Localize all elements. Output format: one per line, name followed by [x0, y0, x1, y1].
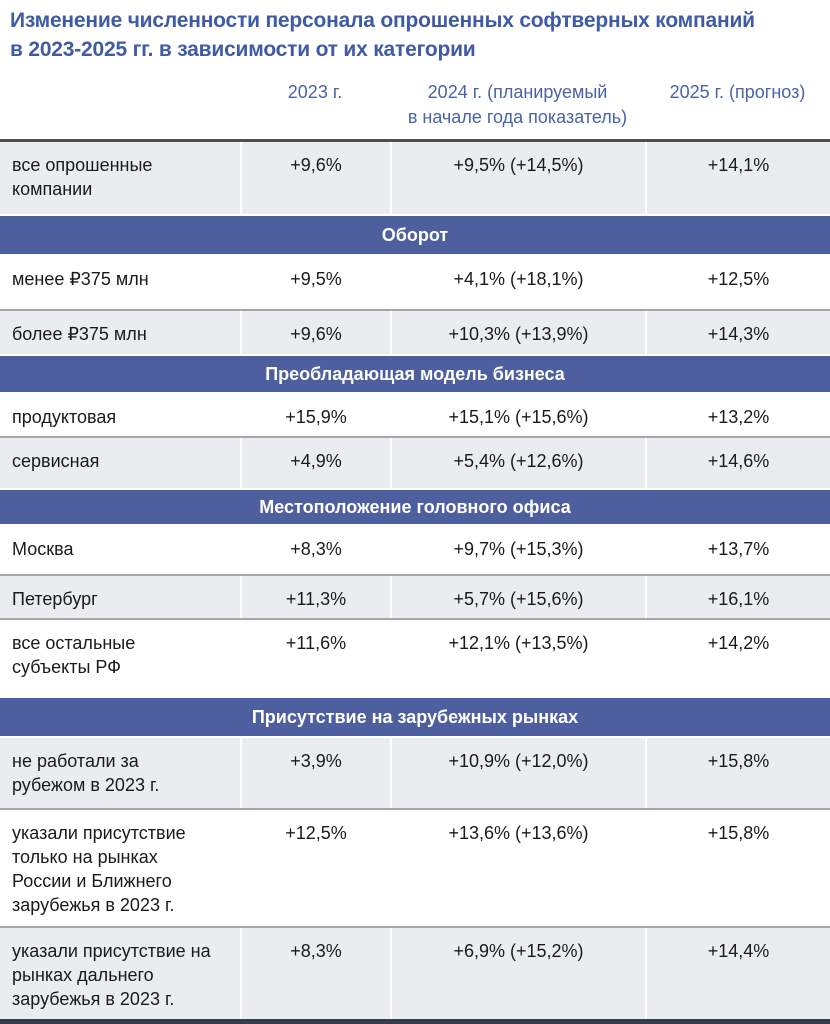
row-category: не работали за рубежом в 2023 г. [12, 751, 160, 795]
column-header-2023: 2023 г. [287, 82, 343, 102]
table-bottom-border [0, 1019, 830, 1024]
section-label: Преобладающая модель бизнеса [265, 363, 565, 384]
column-header-category [0, 70, 240, 139]
table-row: сервисная +4,9% +5,4% (+12,6%) +14,6% [0, 436, 830, 488]
value-2024: +13,6% (+13,6%) [390, 810, 645, 926]
value-2023: +9,5% [240, 256, 390, 309]
value-2024: +10,9% (+12,0%) [390, 738, 645, 808]
title-line-2: в 2023-2025 гг. в зависимости от их кате… [10, 38, 476, 61]
value-2025: +15,8% [645, 810, 830, 926]
table-row: не работали за рубежом в 2023 г. +3,9% +… [0, 738, 830, 808]
value-2025: +16,1% [645, 576, 830, 618]
row-category: указали присутствие на рынках дальнего з… [12, 941, 211, 1009]
value-2025: +14,3% [645, 311, 830, 354]
section-header-business-model: Преобладающая модель бизнеса [0, 354, 830, 394]
value-2023: +9,6% [240, 311, 390, 354]
section-header-foreign-markets: Присутствие на зарубежных рынках [0, 696, 830, 738]
value-2023: +9,6% [240, 142, 390, 214]
value-2023: +4,9% [240, 438, 390, 488]
row-category: Москва [12, 539, 74, 559]
table-row: менее ₽375 млн +9,5% +4,1% (+18,1%) +12,… [0, 256, 830, 309]
value-2023: +12,5% [240, 810, 390, 926]
table-row: указали присутствие на рынках дальнего з… [0, 926, 830, 1019]
row-category: все опрошенные компании [12, 155, 153, 199]
value-2024: +9,7% (+15,3%) [390, 526, 645, 574]
value-2024: +6,9% (+15,2%) [390, 928, 645, 1019]
value-2023: +11,3% [240, 576, 390, 618]
table-row: продуктовая +15,9% +15,1% (+15,6%) +13,2… [0, 394, 830, 436]
row-category: Петербург [12, 589, 98, 609]
value-2024: +9,5% (+14,5%) [390, 142, 645, 214]
table-row: указали присутствие только на рынках Рос… [0, 808, 830, 926]
value-2024: +15,1% (+15,6%) [390, 394, 645, 436]
title-line-1: Изменение численности персонала опрошенн… [10, 9, 755, 32]
value-2025: +14,2% [645, 620, 830, 696]
row-category: более ₽375 млн [12, 324, 147, 344]
value-2024: +10,3% (+13,9%) [390, 311, 645, 354]
value-2025: +14,6% [645, 438, 830, 488]
row-category: все остальные субъекты РФ [12, 633, 136, 677]
table-row: все остальные субъекты РФ +11,6% +12,1% … [0, 618, 830, 696]
value-2025: +13,2% [645, 394, 830, 436]
value-2023: +8,3% [240, 928, 390, 1019]
value-2025: +14,1% [645, 142, 830, 214]
table-row: Петербург +11,3% +5,7% (+15,6%) +16,1% [0, 574, 830, 618]
section-header-turnover: Оборот [0, 214, 830, 256]
value-2024: +12,1% (+13,5%) [390, 620, 645, 696]
value-2024: +5,7% (+15,6%) [390, 576, 645, 618]
value-2025: +15,8% [645, 738, 830, 808]
section-label: Присутствие на зарубежных рынках [251, 706, 579, 727]
column-header-2024: 2024 г. (планируемый в начале года показ… [390, 70, 645, 139]
value-2023: +15,9% [240, 394, 390, 436]
value-2024: +5,4% (+12,6%) [390, 438, 645, 488]
value-2025: +14,4% [645, 928, 830, 1019]
section-header-office-location: Местоположение головного офиса [0, 488, 830, 526]
page-title: Изменение численности персонала опрошенн… [0, 0, 830, 70]
column-header-row: 2023 г. 2024 г. (планируемый в начале го… [0, 70, 830, 142]
row-category: менее ₽375 млн [12, 269, 149, 289]
row-category: сервисная [12, 451, 100, 471]
column-header-2024-line1: 2024 г. (планируемый [427, 82, 608, 102]
table-row: все опрошенные компании +9,6% +9,5% (+14… [0, 142, 830, 214]
column-header-2025: 2025 г. (прогноз) [669, 82, 806, 102]
value-2024: +4,1% (+18,1%) [390, 256, 645, 309]
row-category: указали присутствие только на рынках Рос… [12, 823, 186, 915]
value-2023: +3,9% [240, 738, 390, 808]
value-2025: +12,5% [645, 256, 830, 309]
value-2025: +13,7% [645, 526, 830, 574]
section-label: Оборот [381, 224, 449, 245]
table-row: Москва +8,3% +9,7% (+15,3%) +13,7% [0, 526, 830, 574]
value-2023: +11,6% [240, 620, 390, 696]
value-2023: +8,3% [240, 526, 390, 574]
column-header-2024-line2: в начале года показатель) [407, 107, 628, 127]
section-label: Местоположение головного офиса [259, 496, 571, 517]
row-category: продуктовая [12, 407, 117, 427]
table-row: более ₽375 млн +9,6% +10,3% (+13,9%) +14… [0, 309, 830, 354]
